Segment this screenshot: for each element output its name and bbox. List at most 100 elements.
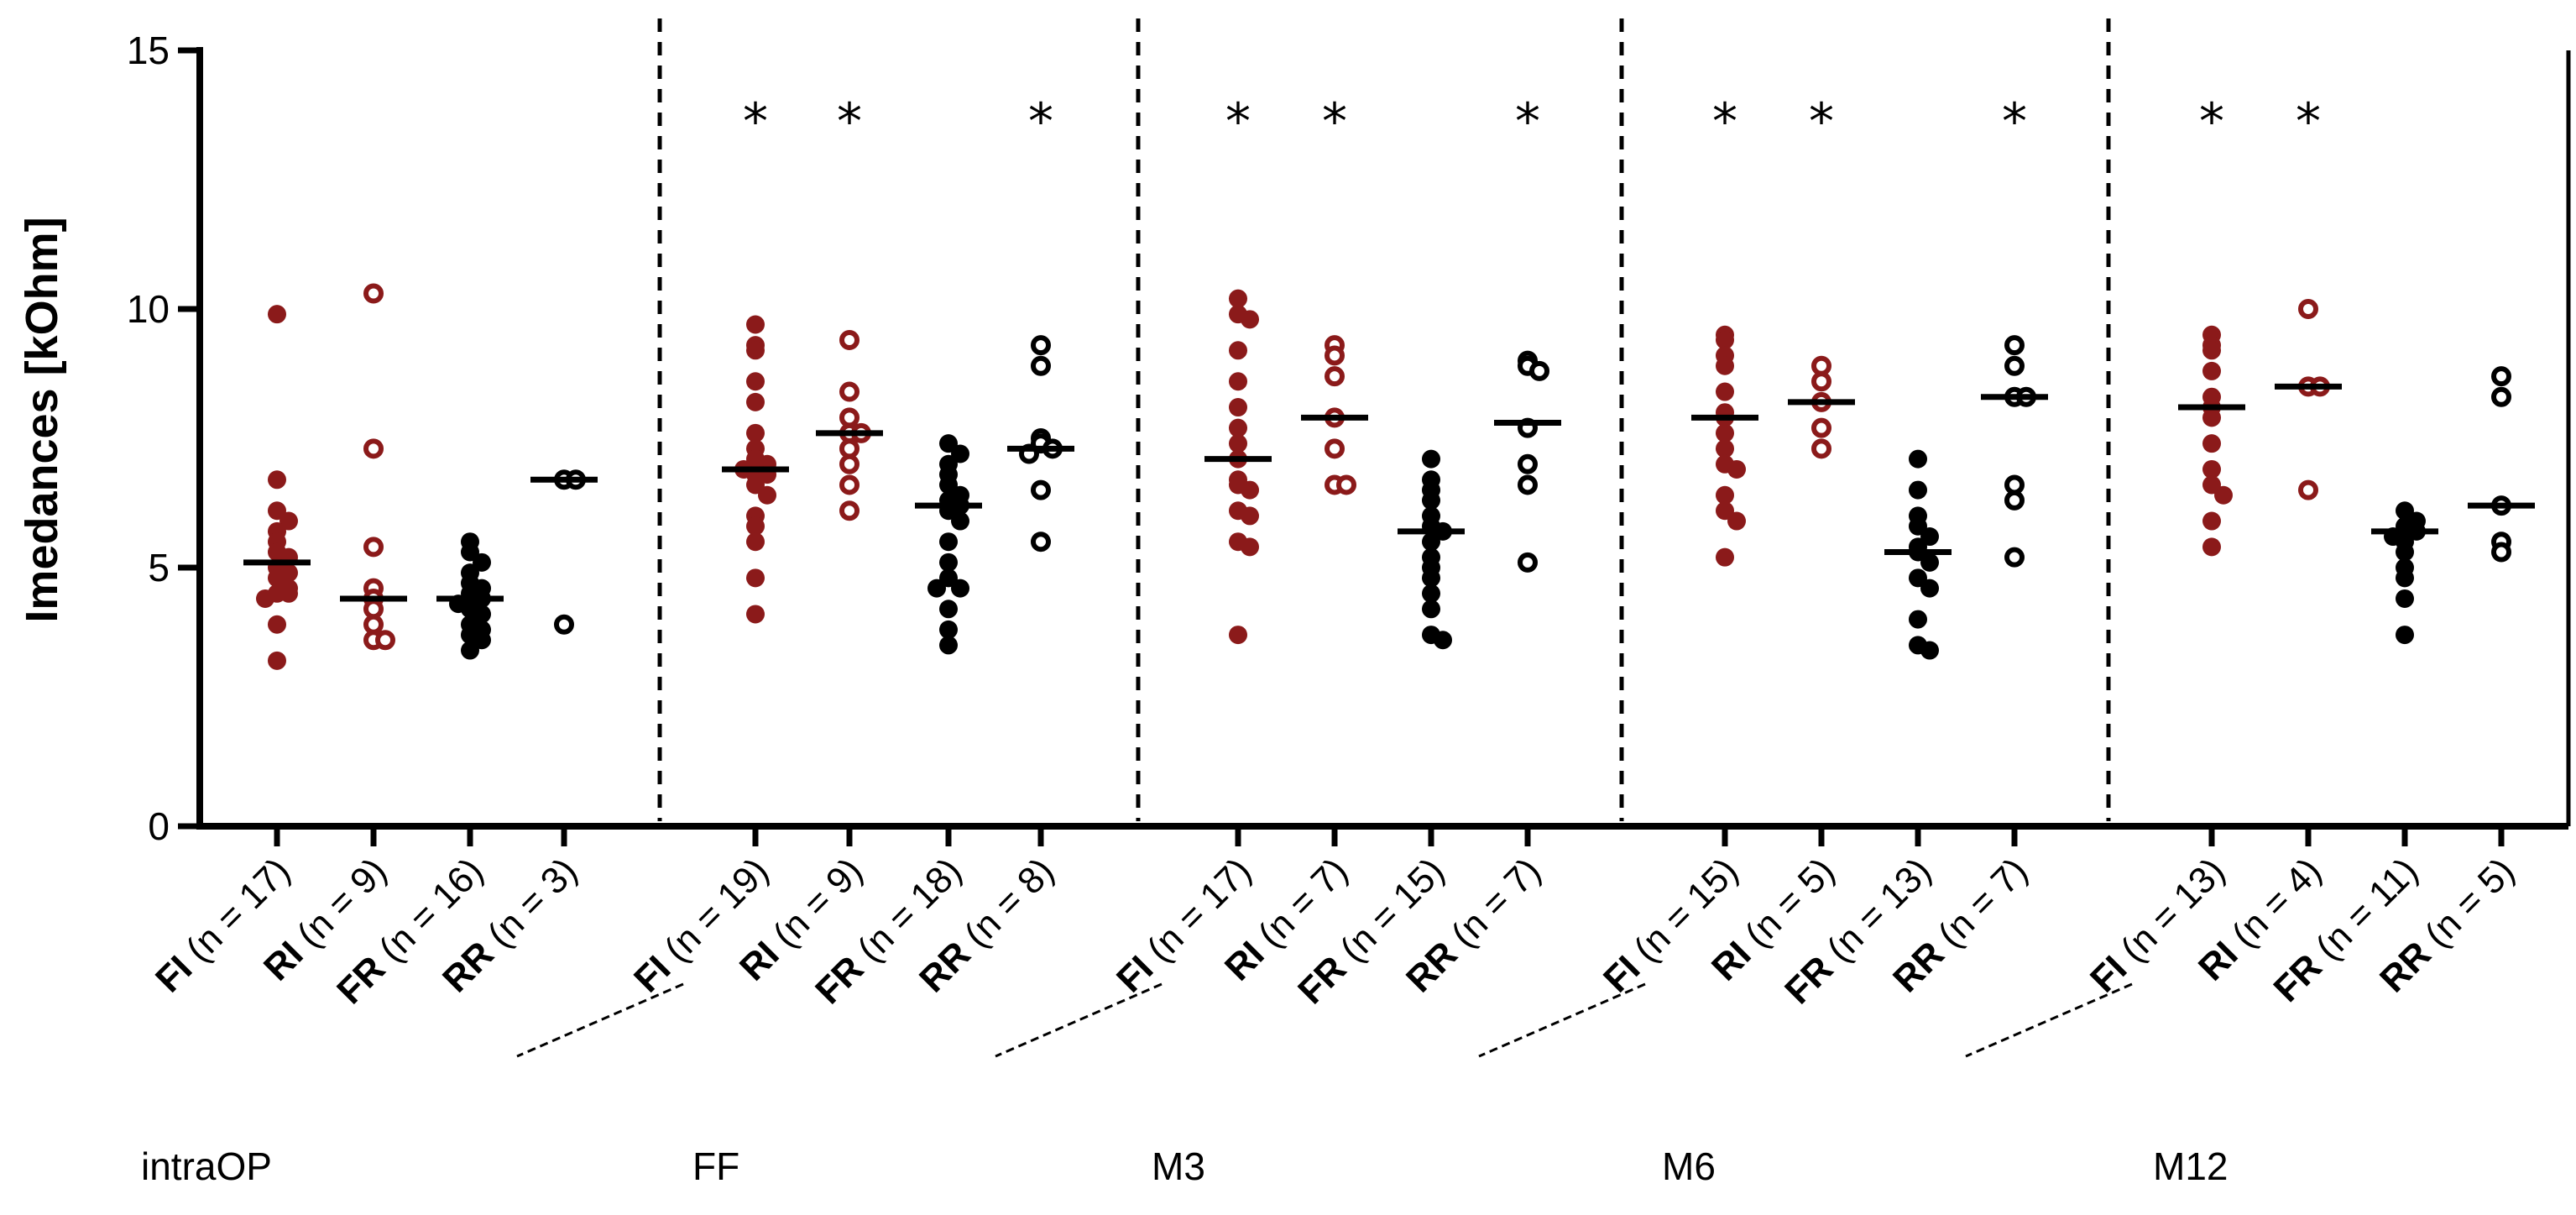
label-separator xyxy=(1965,982,2133,1058)
data-point xyxy=(2214,485,2233,505)
data-point xyxy=(1518,552,1538,573)
data-point xyxy=(1727,511,1746,531)
group-label-m12: M12 xyxy=(2153,1144,2228,1188)
data-point xyxy=(2396,589,2414,608)
label-separator xyxy=(1478,982,1646,1058)
group-label-m3: M3 xyxy=(1152,1144,1205,1188)
data-point xyxy=(758,485,776,505)
data-point xyxy=(2298,479,2318,500)
data-point xyxy=(1920,641,1939,660)
data-point xyxy=(746,372,765,391)
data-point xyxy=(2491,542,2511,563)
significance-star: * xyxy=(1712,92,1737,151)
data-point xyxy=(951,511,969,531)
label-separator xyxy=(995,982,1163,1058)
data-point xyxy=(1422,584,1440,603)
significance-star: * xyxy=(1515,92,1540,151)
data-point xyxy=(839,453,860,474)
data-point xyxy=(2004,335,2025,356)
category-count: (n = 7) xyxy=(1923,850,2035,962)
data-point xyxy=(363,599,384,620)
data-point xyxy=(746,516,765,536)
data-point xyxy=(2396,626,2414,645)
significance-stars: * * * * * * * * * * * xyxy=(743,92,2321,151)
data-point xyxy=(1031,479,1051,500)
data-point xyxy=(2202,408,2221,427)
category-count: (n = 3) xyxy=(473,850,585,962)
data-point xyxy=(746,605,765,624)
data-point xyxy=(2396,568,2414,588)
data-point xyxy=(2491,386,2511,407)
data-point xyxy=(2491,366,2511,387)
data-point xyxy=(1325,345,1345,366)
data-point xyxy=(2004,355,2025,376)
data-point xyxy=(1229,341,1247,360)
data-point xyxy=(1811,371,1831,392)
data-point xyxy=(461,641,479,660)
significance-star: * xyxy=(1028,92,1053,151)
median-lines xyxy=(243,383,2535,602)
data-point xyxy=(1031,532,1051,553)
y-tick-label: 10 xyxy=(127,287,170,331)
data-point xyxy=(746,423,765,443)
axes: 0 5 10 15 xyxy=(127,29,2571,848)
data-point xyxy=(280,584,298,603)
data-point xyxy=(927,579,946,598)
data-point xyxy=(2202,511,2221,531)
data-point xyxy=(839,438,860,459)
data-point xyxy=(939,600,958,619)
data-point xyxy=(1241,537,1259,557)
data-point xyxy=(363,614,384,635)
data-point xyxy=(363,438,384,459)
data-point xyxy=(951,579,969,598)
data-point xyxy=(1229,398,1247,417)
data-point xyxy=(1716,356,1734,375)
data-point xyxy=(2202,434,2221,453)
group-separators xyxy=(516,18,2133,1058)
data-point xyxy=(1325,438,1345,459)
data-point xyxy=(2202,459,2221,479)
data-point xyxy=(839,407,860,428)
data-point xyxy=(1811,438,1831,459)
data-point xyxy=(839,474,860,495)
data-point xyxy=(1716,547,1734,567)
data-point xyxy=(746,315,765,334)
data-point xyxy=(363,283,384,304)
data-point xyxy=(1031,335,1051,356)
significance-star: * xyxy=(2002,92,2027,151)
data-point xyxy=(839,381,860,402)
category-count: (n = 5) xyxy=(2410,850,2522,962)
data-point xyxy=(2396,542,2414,562)
significance-star: * xyxy=(743,92,768,151)
data-point xyxy=(268,305,286,324)
data-point xyxy=(2202,361,2221,380)
category-count: (n = 8) xyxy=(949,850,1062,962)
significance-star: * xyxy=(837,92,862,151)
data-point xyxy=(1716,485,1734,505)
data-point xyxy=(1909,610,1927,629)
data-point xyxy=(1229,626,1247,645)
data-point xyxy=(839,329,860,350)
data-point xyxy=(1325,366,1345,387)
data-point xyxy=(1422,449,1440,469)
category-count: (n = 7) xyxy=(1436,850,1549,962)
data-point xyxy=(268,615,286,634)
data-point xyxy=(268,651,286,670)
data-point xyxy=(2004,474,2025,495)
significance-star: * xyxy=(2296,92,2321,151)
data-point xyxy=(1422,490,1440,510)
data-point xyxy=(1716,439,1734,458)
data-point xyxy=(1031,355,1051,376)
data-point xyxy=(1811,355,1831,376)
data-point xyxy=(2202,341,2221,360)
significance-star: * xyxy=(1322,92,1347,151)
data-point xyxy=(1716,330,1734,349)
data-point xyxy=(1716,423,1734,443)
data-point xyxy=(939,636,958,655)
data-point xyxy=(1920,553,1939,572)
significance-star: * xyxy=(2199,92,2224,151)
data-point xyxy=(1241,480,1259,500)
data-point xyxy=(1336,474,1356,495)
